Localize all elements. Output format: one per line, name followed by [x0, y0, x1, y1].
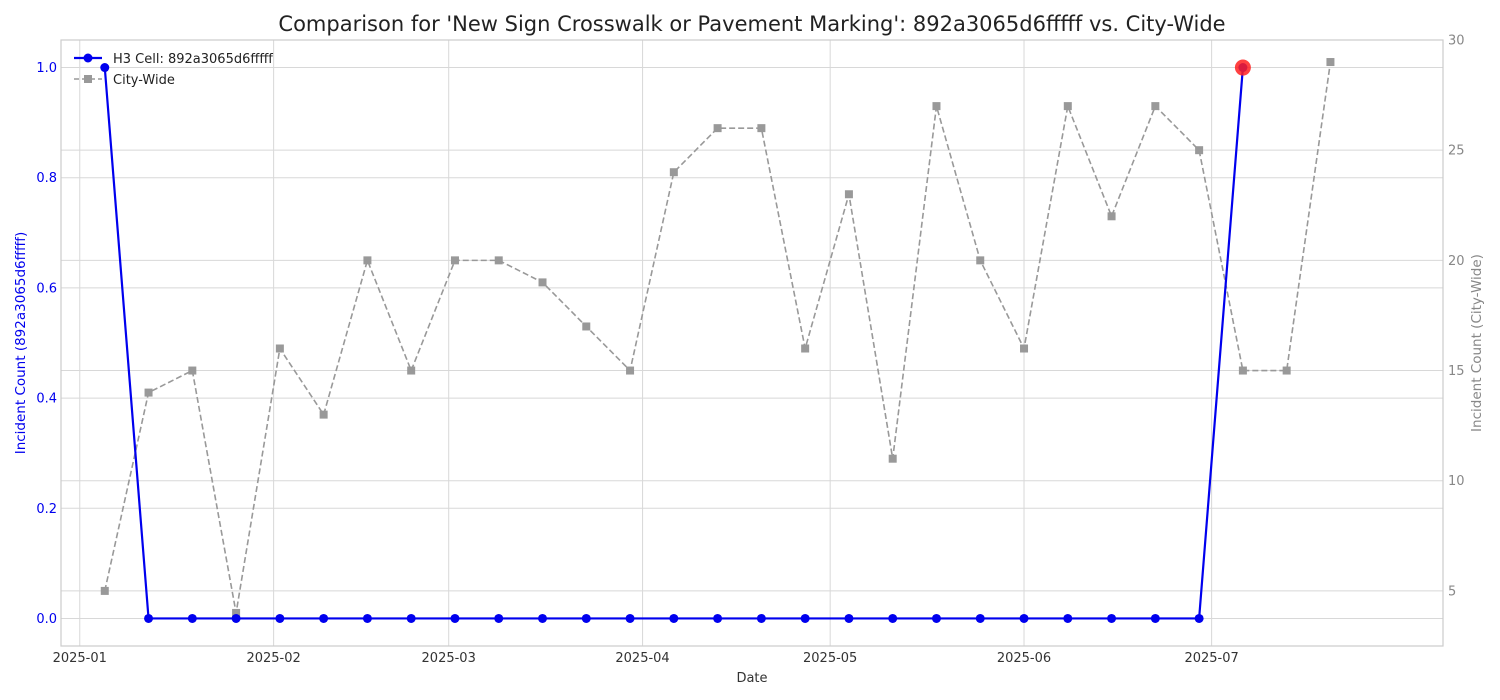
h3-point [494, 613, 504, 623]
h3-point [844, 613, 854, 623]
y-left-tick-label: 0.2 [36, 502, 57, 517]
citywide-point [1107, 212, 1116, 221]
h3-point [1019, 613, 1029, 623]
legend-h3-marker [83, 53, 93, 63]
h3-point [144, 613, 154, 623]
citywide-point [932, 102, 941, 111]
h3-point [975, 613, 985, 623]
h3-point [319, 613, 329, 623]
citywide-point [976, 256, 985, 265]
y-right-tick-label: 20 [1448, 254, 1465, 269]
highlight-point [1234, 59, 1251, 76]
h3-point [1063, 613, 1073, 623]
legend-h3-label: H3 Cell: 892a3065d6fffff [113, 52, 273, 67]
citywide-point [626, 366, 635, 375]
series [100, 58, 1335, 623]
y-right-tick-label: 5 [1448, 584, 1456, 599]
y-right-tick-label: 10 [1448, 474, 1465, 489]
citywide-point [888, 454, 897, 463]
grid [61, 39, 1443, 646]
x-tick-label: 2025-05 [803, 651, 857, 666]
y-right-tick-label: 30 [1448, 34, 1465, 49]
citywide-point [363, 256, 372, 265]
h3-point [187, 613, 197, 623]
h3-point [669, 613, 679, 623]
h3-point [1107, 613, 1117, 623]
h3-point [406, 613, 416, 623]
h3-point [275, 613, 285, 623]
h3-point [450, 613, 460, 623]
citywide-line [103, 61, 1332, 614]
citywide-point [844, 190, 853, 199]
h3-point [931, 613, 941, 623]
citywide-point [582, 322, 591, 331]
x-tick-label: 2025-04 [615, 651, 669, 666]
citywide-point [450, 256, 459, 265]
y-left-tick-label: 1.0 [36, 61, 57, 76]
citywide-point [100, 586, 109, 595]
axes: 2025-01 2025-02 2025-03 2025-04 2025-05 2025-… [36, 34, 1464, 667]
citywide-point [1326, 58, 1335, 67]
citywide-point [232, 608, 241, 617]
h3-point [800, 613, 810, 623]
legend-citywide-label: City-Wide [113, 73, 175, 88]
h3-point [888, 613, 898, 623]
citywide-point [538, 278, 547, 287]
x-tick-label: 2025-01 [53, 651, 107, 666]
citywide-point [1151, 102, 1160, 111]
h3-point [100, 63, 110, 73]
h3-point [581, 613, 591, 623]
citywide-point [1020, 344, 1029, 353]
citywide-point [1282, 366, 1291, 375]
citywide-point [669, 168, 678, 177]
h3-point [1194, 613, 1204, 623]
h3-point [231, 613, 241, 623]
y-right-tick-label: 25 [1448, 144, 1465, 159]
y-left-tick-label: 0.6 [36, 281, 57, 296]
x-tick-label: 2025-02 [246, 651, 300, 666]
y-left-tick-label: 0.8 [36, 171, 57, 186]
x-tick-label: 2025-07 [1184, 651, 1238, 666]
citywide-point [757, 124, 766, 133]
x-axis-label: Date [736, 671, 767, 686]
h3-point [756, 613, 766, 623]
plot-frame [60, 39, 1444, 647]
y-right-tick-label: 15 [1448, 364, 1465, 379]
y-axis-right-label: Incident Count (City-Wide) [1469, 254, 1485, 432]
chart-title: Comparison for 'New Sign Crosswalk or Pa… [278, 12, 1225, 36]
citywide-point [713, 124, 722, 133]
citywide-point [407, 366, 416, 375]
citywide-point [1063, 102, 1072, 111]
legend: H3 Cell: 892a3065d6fffff City-Wide [74, 52, 273, 88]
citywide-point [801, 344, 810, 353]
citywide-point [1195, 146, 1204, 155]
h3-point [538, 613, 548, 623]
citywide-point [188, 366, 197, 375]
h3-point [362, 613, 372, 623]
h3-point [1150, 613, 1160, 623]
citywide-point [1238, 366, 1247, 375]
h3-point [625, 613, 635, 623]
citywide-point [319, 410, 328, 419]
citywide-point [275, 344, 284, 353]
h3-point [713, 613, 723, 623]
y-left-tick-label: 0.4 [36, 392, 57, 407]
x-tick-label: 2025-03 [422, 651, 476, 666]
citywide-point [144, 388, 153, 397]
y-left-tick-label: 0.0 [36, 612, 57, 627]
y-axis-left-label: Incident Count (892a3065d6fffff) [13, 232, 29, 455]
x-tick-label: 2025-06 [997, 651, 1051, 666]
legend-citywide-marker [84, 75, 92, 83]
citywide-point [494, 256, 503, 265]
